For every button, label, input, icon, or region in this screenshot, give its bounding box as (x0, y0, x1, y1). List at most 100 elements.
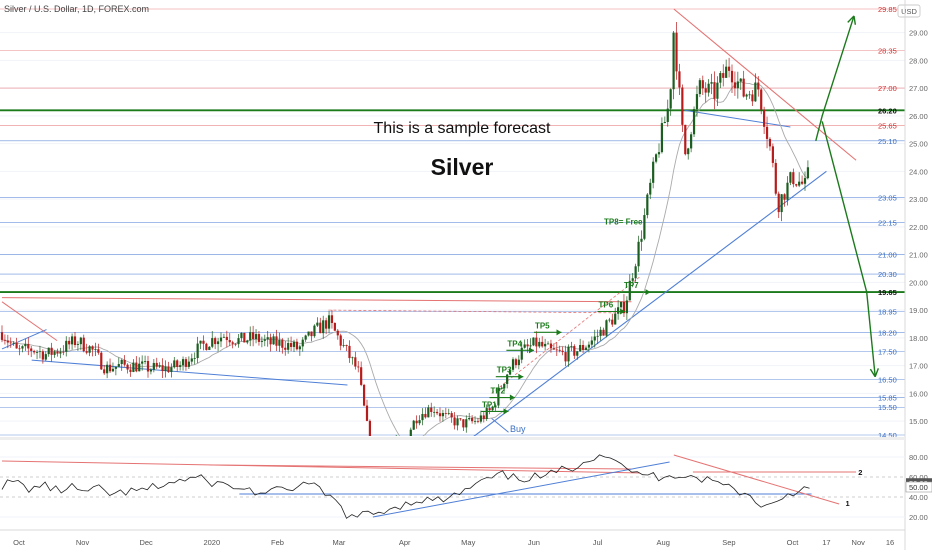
candle-body (453, 417, 456, 426)
candle-body (471, 417, 474, 422)
currency-badge (897, 4, 921, 18)
candle-body (108, 364, 112, 372)
candle-body (427, 407, 430, 418)
candle-body (219, 337, 223, 342)
candle-body (760, 89, 763, 110)
candle-body (599, 329, 602, 336)
candle-body (360, 367, 363, 385)
candle-body (281, 339, 284, 348)
level-label-20.30: 20.30 (878, 270, 897, 279)
candle-body (383, 453, 385, 455)
candle-body (541, 341, 544, 347)
candle-body (257, 334, 261, 342)
candle-body (646, 194, 649, 216)
candle-body (605, 320, 608, 336)
candle-body (222, 336, 226, 338)
candle-body (275, 336, 278, 346)
candle-body (301, 339, 304, 347)
candle-body (333, 323, 336, 331)
buy-label: Buy (510, 424, 526, 434)
time-tick-label: Mar (333, 538, 346, 547)
tp-label: TP7 (624, 281, 639, 290)
asset-title: Silver (431, 154, 494, 180)
candle-body (85, 351, 88, 353)
candle-body (511, 359, 515, 370)
candle-body (249, 332, 252, 341)
candle-body (418, 420, 421, 424)
candle-body (82, 337, 85, 352)
candle-body (225, 336, 228, 341)
candle-body (526, 344, 529, 347)
candle-body (549, 343, 553, 349)
candle-body (214, 338, 217, 345)
candle-body (126, 364, 129, 370)
price-tick-label: 17.00 (909, 362, 928, 371)
candle-body (444, 412, 447, 414)
currency-badge-label: USD (901, 7, 917, 16)
candle-body (56, 351, 59, 354)
time-tick-label: Dec (139, 538, 153, 547)
candle-body (295, 341, 299, 350)
candle-body (289, 343, 293, 347)
candle-body (389, 445, 391, 446)
forecast-arrowhead-bullish (847, 15, 857, 25)
early-support (1, 329, 47, 350)
candle-body (617, 307, 620, 314)
tp-arrowhead (645, 289, 651, 296)
candle-body (576, 351, 579, 356)
time-tick-label: Jun (528, 538, 540, 547)
candle-body (473, 420, 477, 422)
level-label-16.50: 16.50 (878, 375, 897, 384)
candle-body (65, 340, 68, 352)
candle-body (205, 343, 208, 350)
candle-body (310, 331, 313, 337)
candle-body (260, 340, 263, 342)
candle-body (141, 361, 144, 364)
candle-body (792, 172, 795, 185)
candle-body (628, 280, 631, 301)
candle-body (713, 82, 716, 99)
candle-body (704, 88, 707, 93)
candle-body (508, 369, 512, 375)
candle-body (506, 374, 509, 384)
candle-body (368, 420, 372, 436)
candle-body (564, 352, 567, 362)
candle-body (733, 82, 737, 89)
candle-body (719, 73, 722, 83)
candle-body (254, 334, 258, 340)
candle-body (88, 346, 91, 353)
candle-body (430, 407, 433, 413)
candle-body (365, 405, 369, 421)
candle-body (94, 349, 97, 350)
candle-body (345, 345, 348, 346)
candle-body (161, 365, 164, 372)
osc-descending-resistance (673, 454, 840, 505)
osc-tick-label: 80.00 (909, 453, 928, 462)
candle-body (611, 319, 614, 325)
candle-body (401, 440, 403, 441)
candle-body (246, 340, 249, 343)
candle-body (590, 340, 593, 345)
level-label-14.50: 14.50 (878, 431, 897, 440)
forecast-note: This is a sample forecast (374, 120, 552, 137)
candle-body (479, 415, 482, 422)
time-tick-label: Oct (13, 538, 26, 547)
candle-body (517, 359, 520, 366)
candle-body (138, 363, 141, 372)
candle-body (514, 359, 518, 366)
candle-body (237, 338, 240, 345)
candle-body (730, 70, 734, 83)
candle-body (44, 354, 47, 360)
candle-body (381, 453, 383, 455)
candle-body (654, 154, 658, 162)
horizontal-levels (0, 8, 905, 436)
dashed-resistance (328, 309, 621, 314)
candle-body (459, 418, 462, 420)
candle-body (795, 184, 798, 186)
symbol-title: Silver / U.S. Dollar, 1D, FOREX.com (4, 4, 149, 14)
candle-body (307, 331, 310, 336)
level-label-25.10: 25.10 (878, 137, 897, 146)
candle-body (462, 419, 465, 428)
candle-body (503, 383, 506, 389)
